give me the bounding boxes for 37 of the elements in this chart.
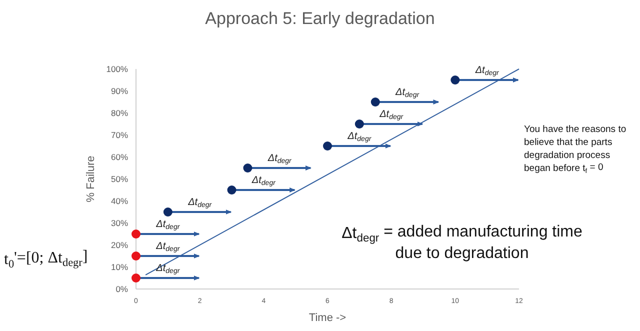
annotation: Δt$_{degr}$ — [394, 87, 420, 100]
point — [163, 208, 172, 216]
point — [132, 230, 140, 238]
y-tick-label: 40% — [110, 196, 128, 206]
text: t$_{0}$'=[0; Δt$_{degr}$] — [4, 248, 88, 270]
annotation: Δt$_{degr}$ — [155, 241, 180, 254]
y-tick-label: 70% — [110, 130, 128, 140]
annotation: Δt$_{degr}$ — [187, 197, 212, 210]
y-tick-label: 0% — [116, 284, 128, 294]
point — [370, 98, 380, 106]
y-tick-label: 50% — [110, 174, 128, 184]
point — [323, 142, 332, 150]
annotation: Δt$_{degr}$ — [155, 263, 180, 276]
y-tick-label: 100% — [106, 64, 128, 74]
annotation: Δt$_{degr}$ — [155, 219, 180, 232]
point — [132, 252, 140, 260]
annotation: Δt$_{degr}$ — [266, 153, 292, 166]
point — [450, 76, 460, 84]
x-axis-title: Time -> — [308, 312, 346, 324]
y-tick-label: 60% — [110, 152, 128, 162]
annotation: Δt$_{degr}$ — [250, 175, 276, 188]
point — [243, 164, 252, 172]
y-tick-label: 30% — [110, 218, 128, 228]
chart-title: Approach 5: Early degradation — [205, 9, 435, 28]
y-tick-label: 90% — [110, 86, 128, 96]
y-tick-label: 80% — [110, 108, 128, 118]
annotation: Δt$_{degr}$ — [474, 65, 500, 78]
y-axis-title: % Failure — [85, 156, 97, 202]
annotation: Δt$_{degr}$ — [346, 131, 372, 144]
annotation: Δt$_{degr}$ — [378, 109, 404, 122]
y-tick-label: 10% — [110, 262, 128, 272]
annotation: Δt$_{degr}$ = added manufacturing time due to degradation — [342, 224, 582, 262]
point — [354, 120, 364, 128]
text: You have the reasons to believe that the parts degradation process began before t$_{f}$ = 0 — [524, 124, 626, 175]
point — [227, 186, 236, 194]
y-tick-label: 20% — [110, 240, 128, 250]
point — [132, 274, 140, 282]
